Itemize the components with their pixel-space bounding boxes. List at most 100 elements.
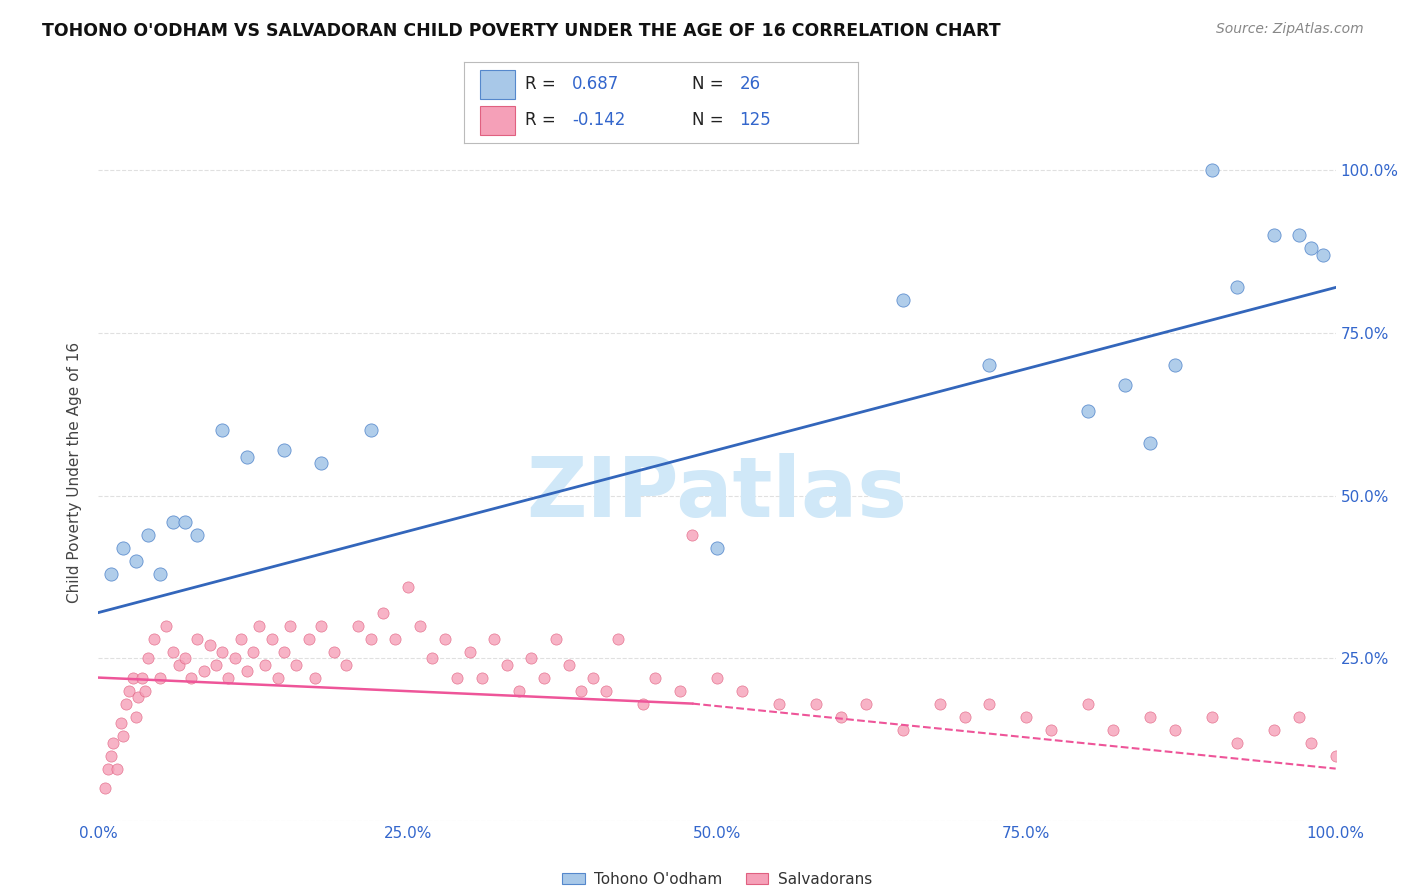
Point	[1263, 723, 1285, 737]
Point	[595, 683, 617, 698]
Point	[124, 553, 146, 567]
Point	[103, 736, 125, 750]
Point	[205, 657, 228, 672]
Point	[93, 781, 115, 796]
Point	[309, 618, 332, 632]
Point	[1263, 228, 1285, 243]
Point	[731, 683, 754, 698]
Point	[285, 657, 308, 672]
Point	[557, 657, 579, 672]
Point	[1226, 736, 1249, 750]
Point	[396, 580, 419, 594]
Point	[928, 697, 950, 711]
Point	[211, 424, 233, 438]
Point	[422, 651, 444, 665]
Point	[127, 690, 149, 704]
Point	[533, 671, 555, 685]
Point	[211, 644, 233, 658]
Point	[1015, 709, 1038, 723]
Point	[768, 697, 790, 711]
Point	[267, 671, 290, 685]
Point	[546, 632, 568, 646]
Point	[254, 657, 277, 672]
Point	[112, 729, 135, 743]
Text: N =: N =	[692, 112, 730, 129]
Point	[186, 527, 208, 541]
Point	[304, 671, 326, 685]
Point	[433, 632, 456, 646]
Point	[1102, 723, 1125, 737]
Point	[830, 709, 852, 723]
Point	[1299, 736, 1322, 750]
Point	[706, 541, 728, 555]
Point	[193, 664, 215, 678]
Point	[1164, 723, 1187, 737]
Point	[242, 644, 264, 658]
Point	[124, 709, 146, 723]
Point	[1114, 378, 1136, 392]
Point	[1312, 248, 1334, 262]
Point	[607, 632, 630, 646]
Text: R =: R =	[524, 112, 561, 129]
Point	[229, 632, 252, 646]
Point	[979, 697, 1001, 711]
Point	[1201, 163, 1223, 178]
Point	[180, 671, 202, 685]
Point	[1288, 709, 1310, 723]
Point	[273, 644, 295, 658]
Point	[273, 442, 295, 457]
Point	[495, 657, 517, 672]
Point	[644, 671, 666, 685]
Point	[136, 527, 159, 541]
Point	[1077, 404, 1099, 418]
Point	[149, 566, 172, 581]
Point	[484, 632, 506, 646]
Point	[1201, 709, 1223, 723]
Point	[105, 762, 128, 776]
Point	[855, 697, 877, 711]
Point	[155, 618, 177, 632]
Point	[309, 456, 332, 470]
Point	[260, 632, 283, 646]
Text: ZIPatlas: ZIPatlas	[527, 453, 907, 534]
FancyBboxPatch shape	[479, 70, 515, 99]
Point	[162, 644, 184, 658]
Point	[112, 541, 135, 555]
Text: -0.142: -0.142	[572, 112, 626, 129]
Point	[278, 618, 301, 632]
Point	[520, 651, 543, 665]
Point	[953, 709, 976, 723]
Point	[143, 632, 166, 646]
Point	[891, 293, 914, 308]
Point	[371, 606, 394, 620]
Point	[360, 424, 382, 438]
Text: Source: ZipAtlas.com: Source: ZipAtlas.com	[1216, 22, 1364, 37]
Point	[322, 644, 344, 658]
Point	[131, 671, 153, 685]
Text: 0.687: 0.687	[572, 75, 620, 93]
Point	[582, 671, 605, 685]
Point	[100, 566, 122, 581]
Point	[224, 651, 246, 665]
Point	[1299, 242, 1322, 256]
Text: R =: R =	[524, 75, 561, 93]
Point	[247, 618, 270, 632]
Point	[186, 632, 208, 646]
Text: N =: N =	[692, 75, 730, 93]
Point	[446, 671, 468, 685]
Point	[669, 683, 692, 698]
Point	[458, 644, 481, 658]
Point	[122, 671, 145, 685]
Point	[631, 697, 654, 711]
Point	[1077, 697, 1099, 711]
Point	[347, 618, 370, 632]
Point	[1288, 228, 1310, 243]
Point	[1164, 359, 1187, 373]
Point	[136, 651, 159, 665]
Y-axis label: Child Poverty Under the Age of 16: Child Poverty Under the Age of 16	[67, 343, 83, 603]
Point	[298, 632, 321, 646]
Point	[1040, 723, 1063, 737]
Point	[162, 515, 184, 529]
Point	[149, 671, 172, 685]
Point	[1139, 436, 1161, 450]
